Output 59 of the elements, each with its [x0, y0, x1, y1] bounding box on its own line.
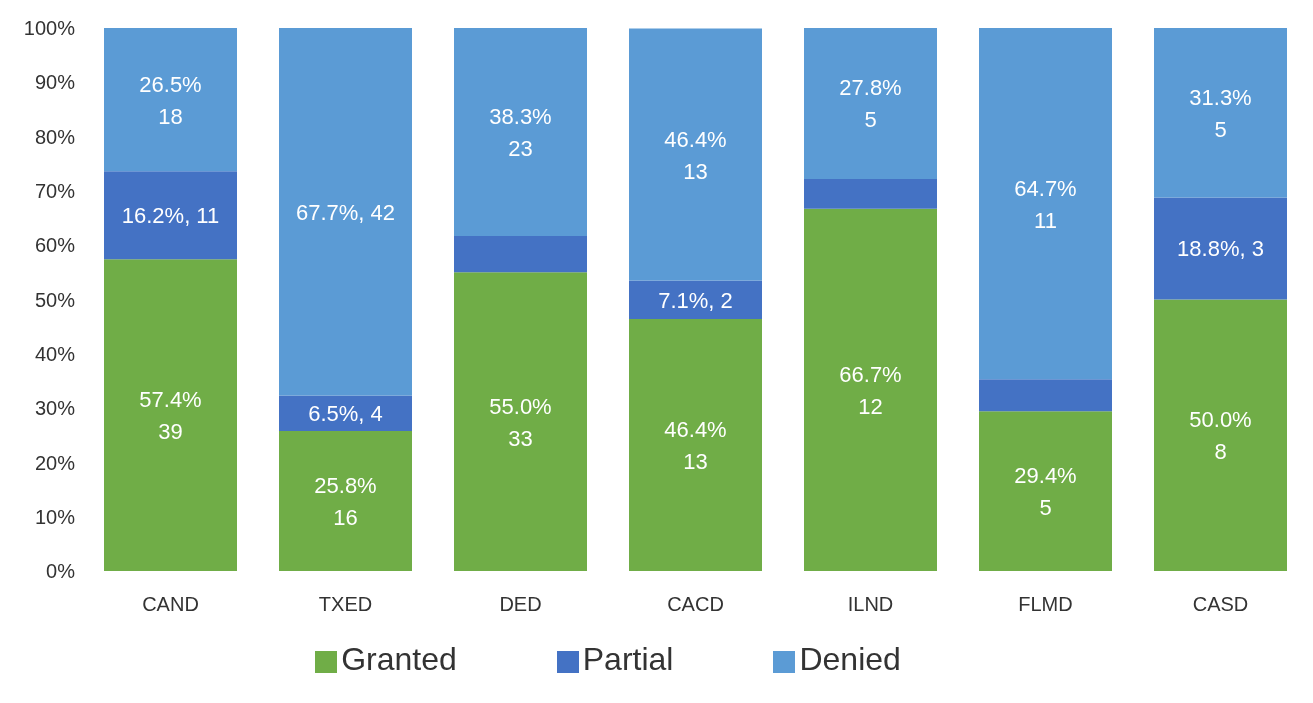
- bar: [279, 28, 412, 396]
- y-tick-label: 70%: [34, 180, 76, 202]
- data-label: 64.7% 11: [1014, 175, 1077, 233]
- bar: [804, 28, 937, 179]
- x-tick-label: ILND: [847, 593, 894, 616]
- data-label: 67.7%, 42: [295, 199, 396, 225]
- bar: [979, 28, 1112, 380]
- legend-label: Denied: [799, 641, 901, 677]
- bar: [804, 178, 937, 209]
- bar: [1154, 28, 1287, 198]
- data-label: 38.3% 23: [489, 103, 552, 161]
- data-label: 25.8% 16: [314, 472, 377, 530]
- bar: [104, 259, 237, 571]
- data-label: 31.3% 5: [1189, 84, 1252, 142]
- bar: [629, 280, 762, 320]
- bar: [279, 430, 412, 571]
- data-label: 18.8%, 3: [1177, 235, 1264, 261]
- x-tick-label: CAND: [142, 593, 199, 616]
- x-tick-label: CASD: [1192, 593, 1249, 616]
- bar: [454, 272, 587, 571]
- data-label: 27.8% 5: [839, 74, 902, 132]
- data-label: 57.4% 39: [139, 386, 202, 444]
- y-tick-label: 10%: [34, 505, 76, 528]
- y-tick-label: 60%: [34, 234, 76, 257]
- data-label: 55.0% 33: [489, 393, 552, 451]
- data-label: 50.0% 8: [1189, 406, 1252, 464]
- y-tick-label: 90%: [34, 71, 76, 94]
- data-label: 6.5%, 4: [308, 400, 383, 426]
- data-label: 7.1%, 2: [658, 287, 733, 313]
- data-label: 46.4% 13: [664, 416, 727, 474]
- bar: [629, 28, 762, 281]
- legend-label: Granted: [341, 641, 457, 677]
- y-tick-label: 40%: [34, 342, 76, 365]
- bar: [629, 319, 762, 571]
- data-label: 29.4% 5: [1014, 462, 1077, 520]
- x-tick-label: DED: [499, 593, 542, 616]
- y-tick-label: 30%: [34, 397, 76, 420]
- y-tick-label: 20%: [34, 451, 76, 474]
- data-label: 66.7% 12: [839, 361, 902, 419]
- bar: [454, 28, 587, 236]
- bar: [104, 28, 237, 172]
- data-label: 16.2%, 11: [121, 202, 220, 228]
- bar: [979, 379, 1112, 412]
- y-tick-label: 100%: [23, 17, 76, 40]
- y-tick-label: 50%: [34, 288, 76, 311]
- bar: [979, 411, 1112, 571]
- y-tick-label: 0%: [46, 560, 76, 583]
- x-tick-label: TXED: [318, 593, 373, 616]
- data-label: 46.4% 13: [664, 126, 727, 184]
- bar: [804, 208, 937, 571]
- x-tick-label: CACD: [667, 593, 724, 616]
- x-tick-label: FLMD: [1018, 593, 1073, 616]
- bar: [454, 235, 587, 273]
- bar: [1154, 197, 1287, 300]
- y-tick-label: 80%: [34, 125, 76, 148]
- bar: [104, 171, 237, 260]
- bar: [1154, 299, 1287, 571]
- data-label: 26.5% 18: [139, 71, 202, 129]
- legend-label: Partial: [582, 641, 674, 677]
